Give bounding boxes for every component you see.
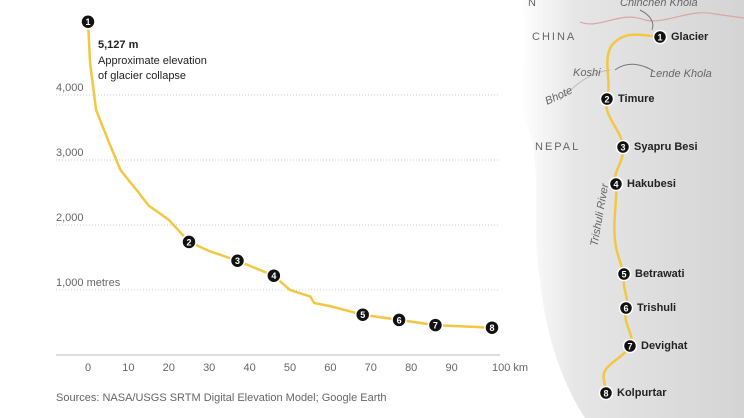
pointer	[614, 63, 656, 73]
marker	[181, 234, 197, 250]
tributary	[559, 69, 611, 101]
marker	[484, 319, 500, 336]
map-marker-label: 8	[603, 388, 608, 398]
marker-label: 5	[360, 310, 365, 320]
map-label: Chinchen Khola	[620, 0, 698, 9]
map-marker-label: 1	[657, 32, 662, 42]
annotation: of glacier collapse	[98, 70, 186, 82]
map-marker-label: 2	[604, 94, 609, 104]
x-tick-label: 100 km	[492, 362, 528, 374]
marker-label: 2	[186, 237, 191, 247]
map-marker	[652, 29, 668, 45]
map-marker	[615, 139, 631, 155]
x-tick-label: 40	[243, 362, 255, 374]
map-marker-label: 3	[620, 142, 625, 152]
map-marker	[598, 385, 614, 401]
map-label: NEPAL	[535, 141, 580, 153]
annotation: Approximate elevation	[98, 55, 207, 67]
marker-label: 4	[271, 271, 276, 281]
marker	[229, 253, 246, 269]
map-marker-label: 7	[627, 341, 632, 351]
map-marker	[618, 300, 634, 316]
place-name: Betrawati	[635, 268, 685, 280]
map-marker	[599, 91, 615, 107]
map-label: CHINA	[532, 31, 576, 43]
border	[579, 12, 744, 25]
y-tick-label: 4,000	[56, 82, 84, 94]
map-marker	[622, 338, 638, 354]
map-marker	[616, 266, 632, 282]
map-marker-label: 4	[613, 179, 618, 189]
map-marker-label: 5	[621, 269, 626, 279]
annotation: 5,127 m	[98, 39, 139, 51]
place-name: Hakubesi	[627, 178, 676, 190]
marker-label: 6	[397, 315, 402, 325]
x-tick-label: 50	[284, 362, 296, 374]
marker	[266, 267, 282, 284]
marker-label: 7	[433, 320, 438, 330]
map-label: Koshi	[573, 67, 601, 79]
map-label: Lende Khola	[650, 68, 712, 80]
x-tick-label: 60	[324, 362, 336, 374]
marker	[354, 306, 371, 323]
marker-label: 3	[235, 256, 240, 266]
x-tick-label: 0	[85, 362, 91, 374]
x-tick-label: 20	[163, 362, 175, 374]
marker	[80, 13, 96, 30]
place-name: Timure	[618, 93, 654, 105]
y-tick-label: 2,000	[56, 212, 84, 224]
place-name: Glacier	[671, 31, 709, 43]
place-name: Trishuli	[637, 302, 676, 314]
y-tick-label: 1,000 metres	[56, 277, 121, 289]
marker	[391, 312, 407, 328]
pointer	[639, 9, 654, 31]
x-tick-label: 70	[365, 362, 377, 374]
y-tick-label: 3,000	[56, 147, 84, 159]
map-marker	[608, 176, 624, 192]
x-tick-label: 30	[203, 362, 215, 374]
place-name: Syapru Besi	[634, 141, 698, 153]
marker	[427, 317, 444, 333]
map-north: N	[528, 0, 536, 9]
marker-label: 1	[85, 17, 90, 27]
river	[602, 33, 661, 394]
map-marker-label: 6	[623, 303, 628, 313]
x-tick-label: 90	[445, 362, 457, 374]
x-tick-label: 80	[405, 362, 417, 374]
map-terrain	[520, 0, 744, 418]
place-name: Devighat	[641, 340, 688, 352]
line	[86, 21, 493, 329]
source: Sources: NASA/USGS SRTM Digital Elevatio…	[56, 392, 387, 404]
x-tick-label: 10	[122, 362, 134, 374]
place-name: Kolpurtar	[617, 387, 667, 399]
marker-label: 8	[489, 323, 494, 333]
